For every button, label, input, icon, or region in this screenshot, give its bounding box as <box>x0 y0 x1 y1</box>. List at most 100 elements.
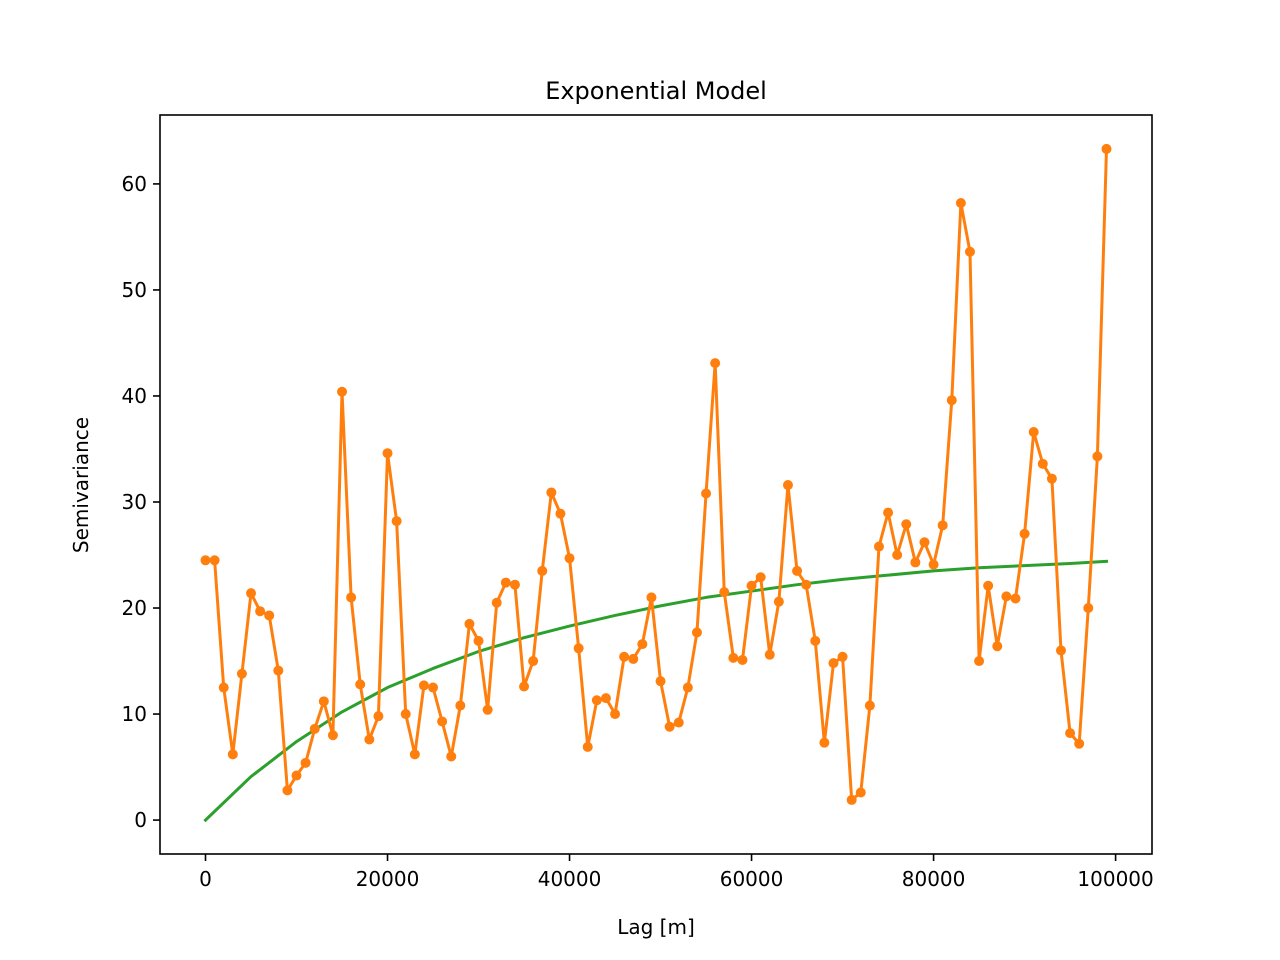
data-point <box>482 704 493 715</box>
data-point <box>655 676 666 687</box>
data-point <box>1028 427 1039 438</box>
data-point <box>200 555 211 566</box>
data-point <box>1065 728 1076 739</box>
x-tick-label: 80000 <box>902 867 966 891</box>
y-tick-label: 30 <box>122 490 147 514</box>
data-point <box>1001 591 1012 602</box>
x-tick-label: 0 <box>199 867 212 891</box>
y-tick-label: 60 <box>122 172 147 196</box>
x-tick-label: 20000 <box>356 867 420 891</box>
data-point <box>236 668 247 679</box>
model-line <box>203 559 1109 823</box>
data-point <box>837 651 848 662</box>
data-point <box>691 627 702 638</box>
data-point <box>737 654 748 665</box>
data-point <box>946 395 957 406</box>
data-point <box>409 749 420 760</box>
data-point <box>337 386 348 397</box>
model-series <box>203 559 1109 823</box>
x-tick-label: 100000 <box>1077 867 1153 891</box>
data-point <box>318 696 329 707</box>
data-point <box>883 507 894 518</box>
data-point <box>291 770 302 781</box>
y-axis-label: Semivariance <box>69 417 93 553</box>
data-point <box>600 693 611 704</box>
data-point <box>755 572 766 583</box>
data-point <box>346 592 357 603</box>
data-point <box>1055 645 1066 656</box>
data-point <box>591 695 602 706</box>
data-point <box>792 565 803 576</box>
data-point <box>227 749 238 760</box>
data-point <box>637 639 648 650</box>
data-point <box>773 596 784 607</box>
plot-frame <box>159 114 1153 855</box>
y-tick-label: 0 <box>134 808 147 832</box>
data-point <box>1101 143 1112 154</box>
data-point <box>464 618 475 629</box>
data-point <box>382 448 393 459</box>
data-point <box>373 711 384 722</box>
data-point <box>619 651 630 662</box>
data-point <box>327 730 338 741</box>
data-point <box>801 579 812 590</box>
data-point <box>810 635 821 646</box>
data-point <box>919 537 930 548</box>
data-point <box>1010 593 1021 604</box>
data-point <box>218 682 229 693</box>
y-tick-label: 10 <box>122 702 147 726</box>
data-point <box>555 508 566 519</box>
data-point <box>682 682 693 693</box>
data-point <box>855 787 866 798</box>
data-point <box>846 794 857 805</box>
data-point <box>673 717 684 728</box>
y-tick-label: 40 <box>122 384 147 408</box>
data-point <box>500 577 511 588</box>
data-point <box>901 519 912 530</box>
empirical-line <box>204 147 1109 802</box>
data-point <box>910 557 921 568</box>
data-point <box>646 592 657 603</box>
data-point <box>992 641 1003 652</box>
data-point <box>528 656 539 667</box>
data-point <box>582 741 593 752</box>
data-point <box>701 488 712 499</box>
y-tick-label: 20 <box>122 596 147 620</box>
x-tick-label: 60000 <box>720 867 784 891</box>
data-point <box>509 579 520 590</box>
data-point <box>355 679 366 690</box>
data-point <box>782 480 793 491</box>
data-point <box>573 643 584 654</box>
data-point <box>400 709 411 720</box>
y-axis: 0 10 20 30 40 50 60 <box>122 172 160 832</box>
x-axis: 0 20000 40000 60000 80000 100000 <box>199 854 1154 891</box>
data-point <box>746 580 757 591</box>
data-point <box>719 587 730 598</box>
data-point <box>1019 528 1030 539</box>
data-point <box>610 709 621 720</box>
data-point <box>491 597 502 608</box>
data-point <box>873 541 884 552</box>
data-point <box>364 734 375 745</box>
empirical-series <box>200 143 1112 805</box>
data-point <box>309 723 320 734</box>
data-point <box>764 649 775 660</box>
chart-title: Exponential Model <box>545 77 767 105</box>
data-point <box>428 682 439 693</box>
data-point <box>728 652 739 663</box>
data-point <box>974 656 985 667</box>
data-point <box>964 246 975 257</box>
data-point <box>1074 738 1085 749</box>
y-tick-label: 50 <box>122 278 147 302</box>
data-point <box>955 198 966 208</box>
data-point <box>455 700 466 711</box>
series-layer <box>200 143 1112 823</box>
data-point <box>819 737 830 748</box>
data-point <box>209 555 220 566</box>
data-point <box>892 550 903 561</box>
data-point <box>437 716 448 727</box>
data-point <box>664 721 675 732</box>
data-point <box>282 785 293 796</box>
